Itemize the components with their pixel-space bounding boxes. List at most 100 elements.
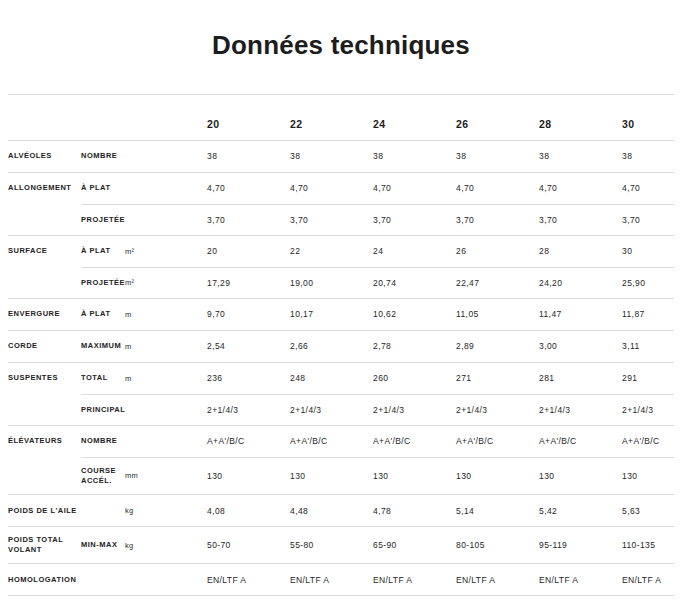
- value-cell: 4,70: [373, 173, 456, 204]
- value-cell: 10,17: [290, 299, 373, 330]
- section-label: [8, 457, 81, 494]
- unit-label: kg: [125, 495, 207, 526]
- technical-data-page: Données techniques 202224262830 ALVÉOLES…: [0, 17, 682, 604]
- value-cell: A+A'/B/C: [622, 426, 674, 457]
- value-cell: 130: [290, 457, 373, 494]
- sub-label: PROJETÉE: [81, 267, 125, 298]
- table-row: COURSE ACCÉL.mm130130130130130130: [8, 457, 674, 494]
- sub-label: PRINCIPAL: [81, 394, 125, 425]
- page-title: Données techniques: [0, 17, 682, 76]
- value-cell: 260: [373, 363, 456, 394]
- sub-label: À PLAT: [81, 173, 125, 204]
- value-cell: 2,89: [456, 331, 539, 362]
- value-cell: 4,08: [207, 495, 290, 526]
- value-cell: 9,70: [207, 299, 290, 330]
- value-cell: 22,47: [456, 267, 539, 298]
- value-cell: 2,66: [290, 331, 373, 362]
- unit-label: [125, 394, 207, 425]
- value-cell: 4,70: [622, 173, 674, 204]
- value-cell: 3,70: [456, 204, 539, 235]
- table-row: ALVÉOLESNOMBRE383838383838: [8, 140, 674, 172]
- value-cell: 19,00: [290, 267, 373, 298]
- size-column-header: 30: [622, 95, 674, 140]
- unit-label: m²: [125, 236, 207, 267]
- value-cell: 28: [539, 236, 622, 267]
- value-cell: EN/LTF A: [373, 564, 456, 595]
- value-cell: 20: [207, 236, 290, 267]
- section-label: ALVÉOLES: [8, 141, 81, 172]
- header-spacer-section: [8, 95, 81, 140]
- value-cell: 11,87: [622, 299, 674, 330]
- value-cell: 24: [373, 236, 456, 267]
- value-cell: 3,00: [539, 331, 622, 362]
- sub-label: [81, 564, 125, 595]
- size-column-header: 22: [290, 95, 373, 140]
- section-label: ÉLÉVATEURS: [8, 426, 81, 457]
- value-cell: 4,70: [456, 173, 539, 204]
- value-cell: 24,20: [539, 267, 622, 298]
- table-body: ALVÉOLESNOMBRE383838383838ALLONGEMENTÀ P…: [8, 140, 674, 596]
- size-column-header: 26: [456, 95, 539, 140]
- section-label: [8, 394, 81, 425]
- value-cell: 130: [539, 457, 622, 494]
- value-cell: 11,05: [456, 299, 539, 330]
- value-cell: A+A'/B/C: [456, 426, 539, 457]
- value-cell: 271: [456, 363, 539, 394]
- sub-label: [81, 495, 125, 526]
- unit-label: [125, 564, 207, 595]
- section-label: [8, 267, 81, 298]
- value-cell: A+A'/B/C: [373, 426, 456, 457]
- value-cell: A+A'/B/C: [290, 426, 373, 457]
- section-label: POIDS TOTAL VOLANT: [8, 527, 81, 563]
- value-cell: 11,47: [539, 299, 622, 330]
- value-cell: 236: [207, 363, 290, 394]
- table-row: SUSPENTESTOTALm236248260271281291: [8, 362, 674, 394]
- unit-label: [125, 173, 207, 204]
- table-row: PROJETÉE3,703,703,703,703,703,70: [8, 204, 674, 235]
- value-cell: 130: [207, 457, 290, 494]
- table-row: PROJETÉEm²17,2919,0020,7422,4724,2025,90: [8, 267, 674, 298]
- size-column-header: 20: [207, 95, 290, 140]
- value-cell: 2,54: [207, 331, 290, 362]
- value-cell: 4,70: [207, 173, 290, 204]
- value-cell: 4,70: [290, 173, 373, 204]
- value-cell: A+A'/B/C: [539, 426, 622, 457]
- value-cell: 38: [622, 141, 674, 172]
- value-cell: 5,14: [456, 495, 539, 526]
- sub-label: À PLAT: [81, 299, 125, 330]
- table-row: ÉLÉVATEURSNOMBREA+A'/B/CA+A'/B/CA+A'/B/C…: [8, 425, 674, 457]
- value-cell: 3,70: [290, 204, 373, 235]
- table-row: ALLONGEMENTÀ PLAT4,704,704,704,704,704,7…: [8, 172, 674, 204]
- value-cell: 50-70: [207, 527, 290, 563]
- section-label: SURFACE: [8, 236, 81, 267]
- value-cell: 3,70: [207, 204, 290, 235]
- value-cell: 2+1/4/3: [207, 394, 290, 425]
- value-cell: 2+1/4/3: [622, 394, 674, 425]
- section-label: SUSPENTES: [8, 363, 81, 394]
- sub-label: MIN-MAX: [81, 527, 125, 563]
- value-cell: 65-90: [373, 527, 456, 563]
- value-cell: 38: [539, 141, 622, 172]
- value-cell: 2+1/4/3: [456, 394, 539, 425]
- section-label: POIDS DE L'AILE: [8, 495, 81, 526]
- value-cell: 130: [456, 457, 539, 494]
- value-cell: 38: [290, 141, 373, 172]
- section-label: CORDE: [8, 331, 81, 362]
- table-row: ENVERGUREÀ PLATm9,7010,1710,6211,0511,47…: [8, 298, 674, 330]
- value-cell: 130: [373, 457, 456, 494]
- technical-data-table: 202224262830 ALVÉOLESNOMBRE383838383838A…: [8, 94, 674, 597]
- table-row: POIDS DE L'AILEkg4,084,484,785,145,425,6…: [8, 494, 674, 526]
- section-label: ENVERGURE: [8, 299, 81, 330]
- value-cell: 4,78: [373, 495, 456, 526]
- header-spacer-sub: [81, 95, 125, 140]
- value-cell: 110-135: [622, 527, 674, 563]
- value-cell: 17,29: [207, 267, 290, 298]
- value-cell: 3,70: [622, 204, 674, 235]
- value-cell: 5,63: [622, 495, 674, 526]
- value-cell: EN/LTF A: [539, 564, 622, 595]
- table-row: PRINCIPAL2+1/4/32+1/4/32+1/4/32+1/4/32+1…: [8, 394, 674, 425]
- value-cell: 10,62: [373, 299, 456, 330]
- value-cell: 4,70: [539, 173, 622, 204]
- value-cell: 38: [373, 141, 456, 172]
- section-label: [8, 204, 81, 235]
